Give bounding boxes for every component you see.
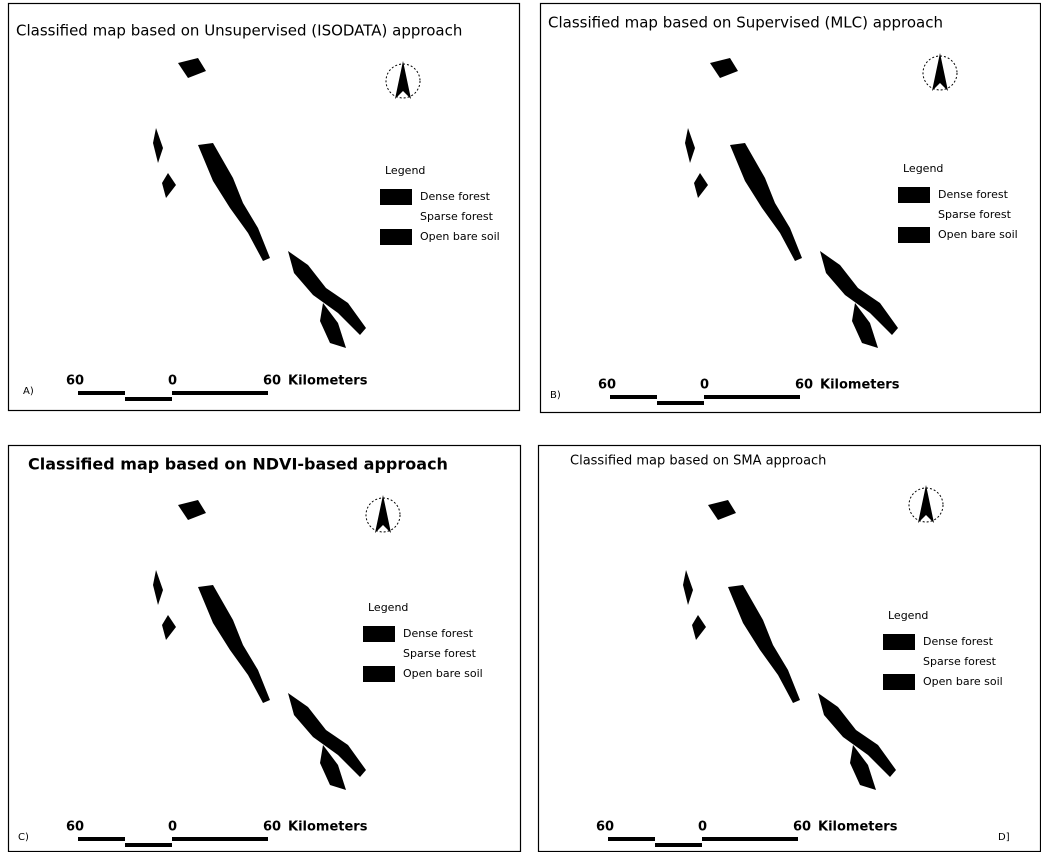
figure: Classified map based on Unsupervised (IS… (0, 0, 1041, 852)
scale-bar (125, 843, 172, 847)
legend-label: Sparse forest (938, 208, 1012, 221)
legend-label: Dense forest (938, 188, 1009, 201)
scale-unit: Kilometers (820, 378, 900, 393)
scale-label: 60 (598, 378, 616, 393)
scale-label: 60 (263, 820, 281, 835)
scale-unit: Kilometers (288, 374, 368, 389)
scale-bar (704, 395, 800, 399)
panel-label: A) (23, 386, 34, 397)
scale-label: 60 (263, 374, 281, 389)
scale-bar (172, 391, 268, 395)
panel-label: D] (998, 832, 1010, 843)
legend-swatch (363, 626, 395, 642)
legend-swatch (380, 209, 412, 225)
scale-bar (608, 837, 655, 841)
map-panel: Classified map based on Supervised (MLC)… (541, 4, 1041, 413)
legend-swatch (883, 634, 915, 650)
legend-swatch (380, 189, 412, 205)
legend-swatch (363, 646, 395, 662)
legend-title: Legend (903, 162, 943, 175)
legend-label: Open bare soil (420, 230, 500, 243)
legend-swatch (363, 666, 395, 682)
scale-bar (125, 397, 172, 401)
scale-bar (78, 391, 125, 395)
legend-swatch (883, 654, 915, 670)
scale-label: 0 (698, 820, 707, 835)
scale-bar (610, 395, 657, 399)
legend-label: Open bare soil (403, 667, 483, 680)
legend-title: Legend (888, 609, 928, 622)
scale-label: 0 (168, 820, 177, 835)
legend-swatch (380, 229, 412, 245)
panel-label: B) (550, 390, 561, 401)
legend-title: Legend (368, 601, 408, 614)
map-panel: Classified map based on Unsupervised (IS… (9, 4, 520, 411)
legend-label: Sparse forest (923, 655, 997, 668)
scale-bar (172, 837, 268, 841)
legend-swatch (898, 187, 930, 203)
scale-unit: Kilometers (288, 820, 368, 835)
legend-label: Dense forest (923, 635, 994, 648)
legend-label: Dense forest (403, 627, 474, 640)
panel-frame (9, 4, 520, 411)
legend-title: Legend (385, 164, 425, 177)
scale-label: 60 (793, 820, 811, 835)
scale-bar (702, 837, 798, 841)
panel-title: Classified map based on Unsupervised (IS… (16, 22, 462, 40)
scale-unit: Kilometers (818, 820, 898, 835)
scale-label: 60 (596, 820, 614, 835)
map-panel: Classified map based on SMA approach Lege… (539, 446, 1041, 852)
scale-label: 0 (700, 378, 709, 393)
legend-swatch (898, 227, 930, 243)
panel-label: C) (18, 832, 29, 843)
legend-swatch (883, 674, 915, 690)
scale-bar (78, 837, 125, 841)
panel-frame (539, 446, 1041, 852)
panel-title: Classified map based on NDVI-based appro… (28, 455, 448, 474)
legend-label: Open bare soil (938, 228, 1018, 241)
legend-label: Dense forest (420, 190, 491, 203)
legend-label: Open bare soil (923, 675, 1003, 688)
scale-label: 0 (168, 374, 177, 389)
legend-label: Sparse forest (403, 647, 477, 660)
scale-label: 60 (66, 820, 84, 835)
legend-label: Sparse forest (420, 210, 494, 223)
scale-bar (655, 843, 702, 847)
panel-title: Classified map based on SMA approach (570, 454, 826, 469)
scale-bar (657, 401, 704, 405)
panel-title: Classified map based on Supervised (MLC)… (548, 14, 943, 32)
map-panel: Classified map based on NDVI-based appro… (9, 446, 521, 852)
legend-swatch (898, 207, 930, 223)
scale-label: 60 (66, 374, 84, 389)
scale-label: 60 (795, 378, 813, 393)
